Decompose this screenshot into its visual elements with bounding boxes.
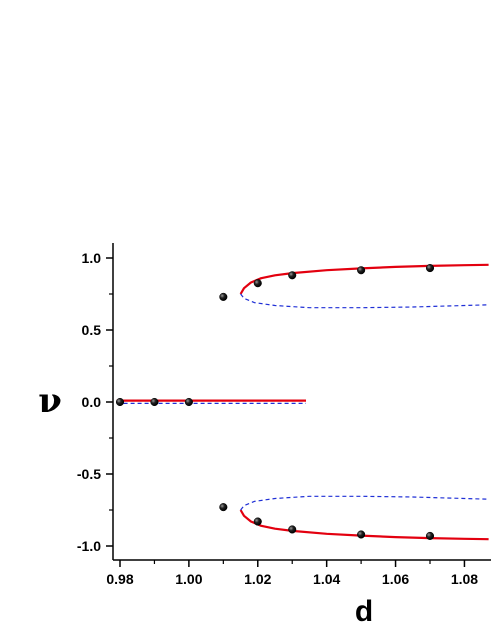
dashed-curve: [240, 495, 489, 511]
data-point: [425, 264, 435, 273]
x-axis-label: d: [355, 595, 373, 628]
y-tick-label: 1.0: [82, 250, 102, 266]
dashed-curve: [240, 293, 489, 309]
x-tick-label: 1.06: [382, 571, 409, 587]
x-tick-label: 1.04: [313, 571, 340, 587]
curves-layer: [116, 263, 489, 541]
y-tick-label: -0.5: [77, 466, 101, 482]
data-point: [253, 517, 262, 526]
x-tick-label: 1.00: [175, 571, 202, 587]
data-point: [115, 397, 125, 407]
solid-curve: [239, 263, 489, 295]
x-tick-label: 1.02: [244, 571, 271, 587]
data-point: [253, 279, 262, 288]
data-point: [288, 271, 297, 280]
data-point: [150, 397, 159, 407]
axes-layer: 0.98 1.00 1.02 1.04 1.06 1.08 1.0 0.5 0.0 -0.5 -1.…: [77, 243, 491, 587]
y-tick-label: 0.0: [82, 394, 102, 410]
data-point: [288, 525, 297, 534]
data-point: [219, 292, 228, 301]
x-tick-label: 0.98: [106, 571, 133, 587]
y-tick-label: 0.5: [82, 322, 102, 338]
y-axis-label: ν: [38, 381, 62, 421]
data-point: [357, 530, 366, 539]
data-point: [357, 266, 366, 275]
markers-layer: [115, 264, 435, 540]
solid-curve: [239, 509, 489, 541]
y-tick-label: -1.0: [77, 538, 101, 554]
data-point: [219, 503, 228, 512]
x-tick-label: 1.08: [451, 571, 478, 587]
data-point: [184, 397, 193, 407]
data-point: [425, 531, 435, 540]
